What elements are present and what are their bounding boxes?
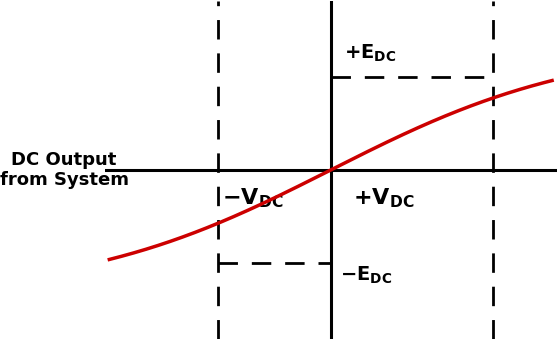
Text: $\mathbf{+E_{DC}}$: $\mathbf{+E_{DC}}$ — [344, 42, 397, 64]
Text: $\mathbf{-E_{DC}}$: $\mathbf{-E_{DC}}$ — [340, 265, 392, 286]
Text: DC Output
from System: DC Output from System — [0, 151, 129, 189]
Text: $\mathbf{+V_{DC}}$: $\mathbf{+V_{DC}}$ — [353, 187, 415, 210]
Text: $\mathbf{-V_{DC}}$: $\mathbf{-V_{DC}}$ — [222, 187, 283, 210]
